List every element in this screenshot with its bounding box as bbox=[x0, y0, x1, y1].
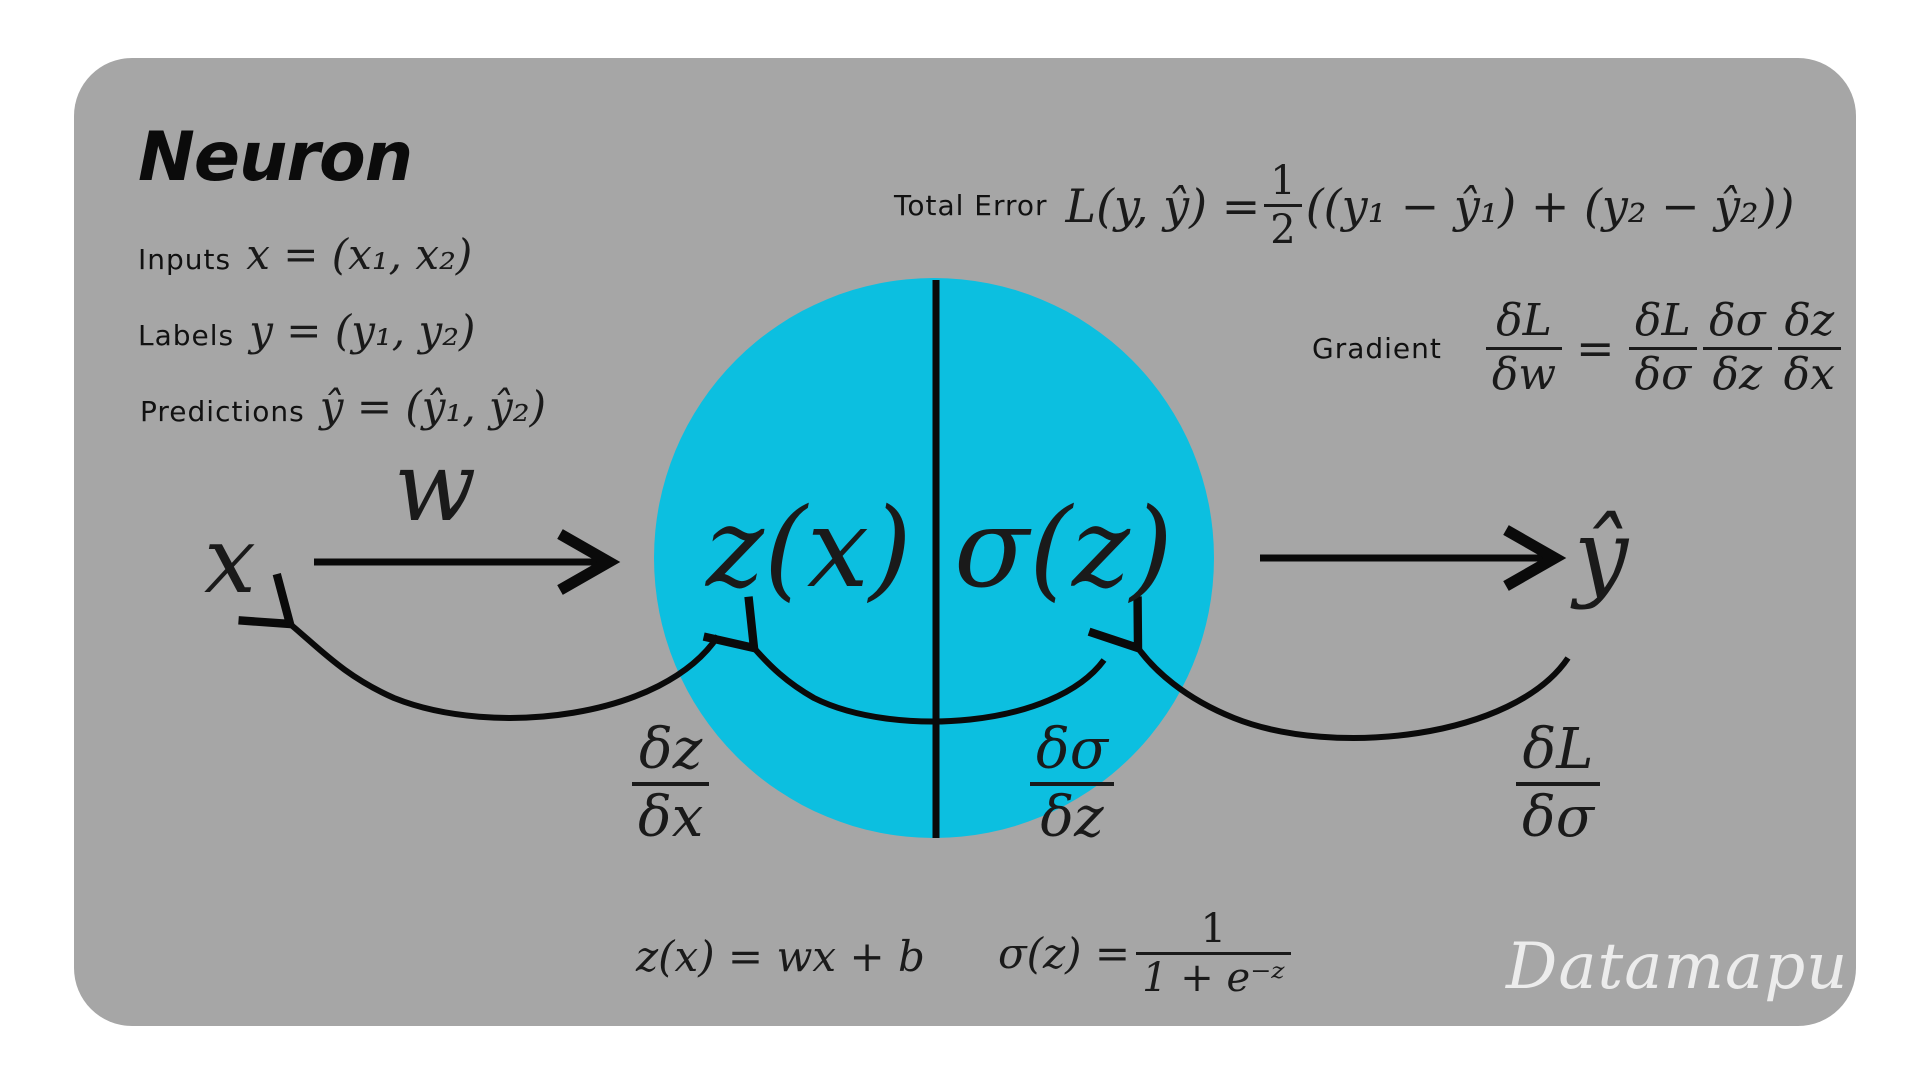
backprop-arrow-to-x bbox=[238, 573, 721, 721]
gradient-equals: = bbox=[1576, 321, 1615, 376]
sigma-function: σ(z) bbox=[954, 484, 1173, 612]
sigma-formula: σ(z) = 1 1 + e⁻ᶻ bbox=[998, 906, 1291, 1001]
gradient-lhs: δL δw bbox=[1485, 295, 1563, 400]
total-error: Total Error L(y, ŷ) = 1 2 ((y₁ − ŷ₁) + (… bbox=[894, 158, 1794, 253]
predictions-label: Predictions bbox=[140, 395, 305, 428]
inputs-definition: Inputs x = (x₁, x₂) bbox=[138, 230, 472, 279]
labels-equation: y = (y₁, y₂) bbox=[249, 306, 476, 355]
labels-label: Labels bbox=[138, 319, 235, 352]
z-function: z(x) bbox=[704, 484, 912, 612]
gradient-term-2: δσ δz bbox=[1703, 295, 1772, 400]
inputs-label: Inputs bbox=[138, 243, 232, 276]
diagram-title: Neuron bbox=[138, 118, 413, 197]
z-formula: z(x) = wx + b bbox=[636, 932, 925, 981]
derivative-dsigma-dz: δσ δz bbox=[1030, 717, 1114, 851]
gradient-label: Gradient bbox=[1312, 331, 1442, 365]
diagram-card: Neuron Inputs x = (x₁, x₂) Labels y = (y… bbox=[74, 58, 1856, 1026]
labels-definition: Labels y = (y₁, y₂) bbox=[138, 306, 475, 355]
derivative-dL-dsigma: δL δσ bbox=[1516, 717, 1600, 851]
total-error-rhs: ((y₁ − ŷ₁) + (y₂ − ŷ₂)) bbox=[1305, 178, 1795, 233]
input-x: x bbox=[204, 507, 256, 614]
output-y-hat: ŷ bbox=[1570, 499, 1630, 611]
total-error-label: Total Error bbox=[894, 189, 1048, 222]
total-error-half: 1 2 bbox=[1264, 158, 1302, 253]
predictions-equation: ŷ = (ŷ₁, ŷ₂) bbox=[319, 382, 547, 431]
sigma-formula-lhs: σ(z) = bbox=[998, 929, 1131, 978]
neuron-diagram: x w z(x) σ(z) ŷ bbox=[204, 278, 1630, 838]
backprop-arrow-to-z bbox=[702, 596, 1107, 725]
predictions-definition: Predictions ŷ = (ŷ₁, ŷ₂) bbox=[140, 382, 546, 431]
sigma-formula-fraction: 1 1 + e⁻ᶻ bbox=[1136, 906, 1291, 1001]
backprop-arrow-to-sigma bbox=[1087, 596, 1571, 741]
gradient-chain: δL δσ δσ δz δz δx bbox=[1628, 295, 1841, 400]
weight-w: w bbox=[394, 431, 476, 543]
total-error-lhs: L(y, ŷ) = bbox=[1065, 178, 1261, 233]
gradient: Gradient δL δw = δL δσ δσ δz δz δx bbox=[1312, 295, 1841, 400]
inputs-equation: x = (x₁, x₂) bbox=[246, 230, 473, 279]
gradient-term-3: δz δx bbox=[1777, 295, 1841, 400]
datamapu-watermark: Datamapu bbox=[1506, 930, 1849, 1004]
derivative-dz-dx: δz δx bbox=[632, 717, 710, 851]
gradient-term-1: δL δσ bbox=[1628, 295, 1698, 400]
